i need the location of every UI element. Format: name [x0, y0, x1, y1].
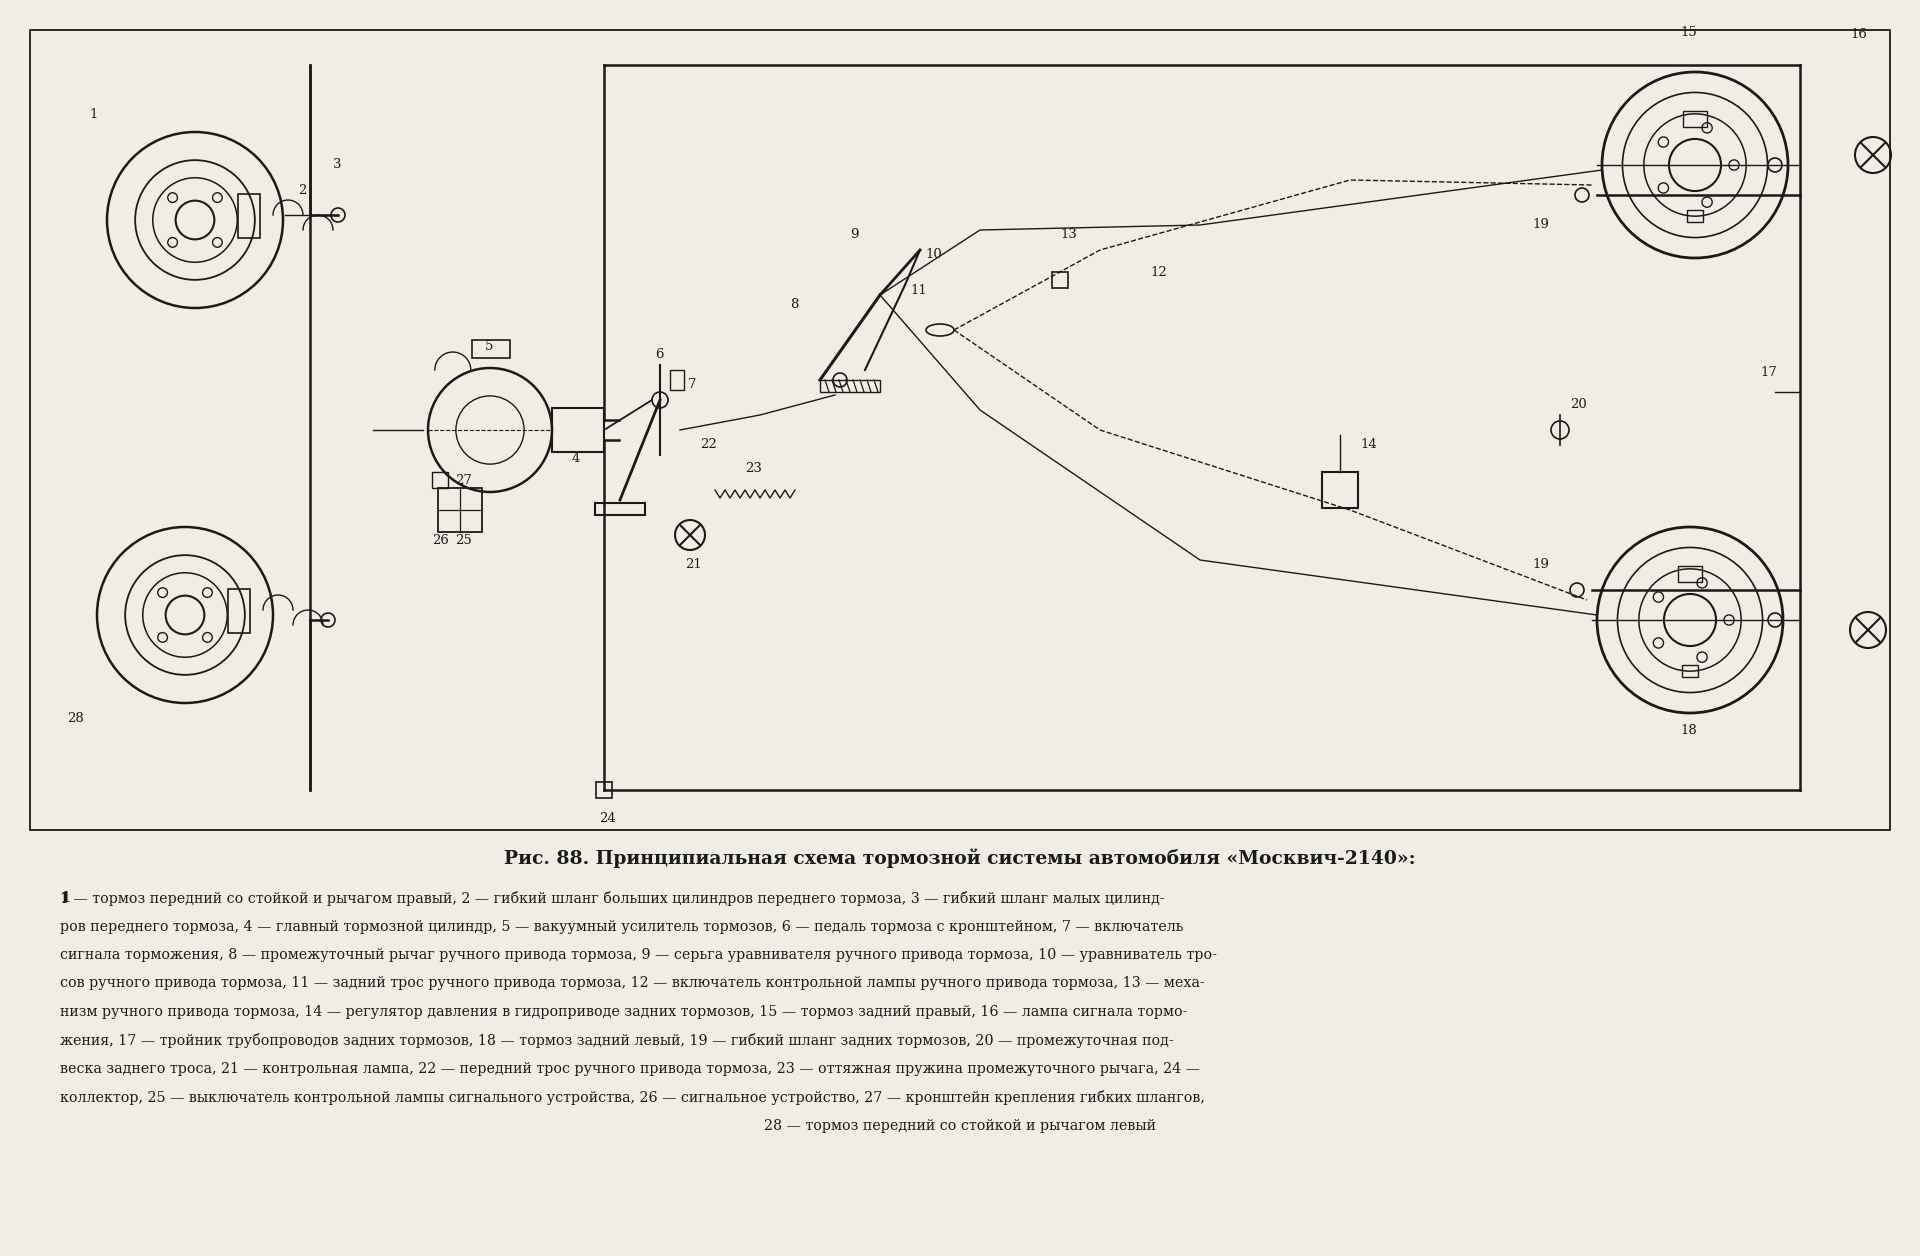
- Text: 14: 14: [1359, 438, 1377, 451]
- Text: 3: 3: [332, 158, 342, 172]
- Text: 16: 16: [1851, 28, 1866, 40]
- Text: 5: 5: [486, 339, 493, 353]
- Text: сигнала торможения, 8 — промежуточный рычаг ручного привода тормоза, 9 — серьга : сигнала торможения, 8 — промежуточный ры…: [60, 948, 1217, 962]
- Bar: [1682, 666, 1697, 677]
- Text: 7: 7: [687, 378, 697, 392]
- Bar: [595, 502, 645, 515]
- Bar: [31, 30, 1889, 830]
- Text: 20: 20: [1571, 398, 1586, 412]
- Text: 8: 8: [789, 299, 799, 311]
- Text: 26: 26: [432, 534, 449, 546]
- Bar: [438, 489, 482, 533]
- Text: 28 — тормоз передний со стойкой и рычагом левый: 28 — тормоз передний со стойкой и рычаго…: [764, 1119, 1156, 1133]
- Text: 12: 12: [1150, 265, 1167, 279]
- Text: 22: 22: [701, 438, 716, 451]
- Bar: [238, 193, 259, 237]
- Text: жения, 17 — тройник трубопроводов задних тормозов, 18 — тормоз задний левый, 19 : жения, 17 — тройник трубопроводов задних…: [60, 1032, 1173, 1048]
- Text: 15: 15: [1680, 25, 1697, 39]
- Text: коллектор, 25 — выключатель контрольной лампы сигнального устройства, 26 — сигна: коллектор, 25 — выключатель контрольной …: [60, 1090, 1206, 1105]
- Bar: [1684, 111, 1707, 127]
- Bar: [432, 472, 447, 489]
- Text: 10: 10: [925, 249, 941, 261]
- Bar: [595, 782, 612, 798]
- Bar: [820, 381, 879, 392]
- Bar: [553, 408, 605, 452]
- Text: Рис. 88. Принципиальная схема тормозной системы автомобиля «Москвич-2140»:: Рис. 88. Принципиальная схема тормозной …: [505, 848, 1415, 868]
- Text: сов ручного привода тормоза, 11 — задний трос ручного привода тормоза, 12 — вклю: сов ручного привода тормоза, 11 — задний…: [60, 976, 1204, 991]
- Text: 13: 13: [1060, 229, 1077, 241]
- Text: 11: 11: [910, 284, 927, 296]
- Text: 1: 1: [88, 108, 98, 121]
- Bar: [228, 589, 250, 633]
- Bar: [1688, 210, 1703, 222]
- Text: 27: 27: [455, 474, 472, 486]
- Text: 24: 24: [599, 811, 616, 824]
- Text: 21: 21: [685, 559, 701, 571]
- Text: 28: 28: [67, 711, 84, 725]
- Text: 19: 19: [1532, 219, 1549, 231]
- Text: 1 — тормоз передний со стойкой и рычагом правый, 2 — гибкий шланг больших цилинд: 1 — тормоз передний со стойкой и рычагом…: [60, 891, 1165, 906]
- Text: 6: 6: [655, 348, 664, 362]
- Text: 9: 9: [851, 229, 858, 241]
- Text: 2: 2: [298, 183, 307, 196]
- Text: 17: 17: [1761, 365, 1776, 378]
- Text: веска заднего троса, 21 — контрольная лампа, 22 — передний трос ручного привода : веска заднего троса, 21 — контрольная ла…: [60, 1063, 1200, 1076]
- Text: 18: 18: [1680, 725, 1697, 737]
- Bar: [1052, 273, 1068, 288]
- Bar: [1323, 472, 1357, 507]
- Bar: [670, 371, 684, 391]
- Text: низм ручного привода тормоза, 14 — регулятор давления в гидроприводе задних торм: низм ручного привода тормоза, 14 — регул…: [60, 1005, 1187, 1019]
- Bar: [472, 340, 511, 358]
- Text: 25: 25: [455, 534, 472, 546]
- Text: 19: 19: [1532, 559, 1549, 571]
- Text: 23: 23: [745, 461, 762, 475]
- Text: 4: 4: [572, 451, 580, 465]
- Text: ров переднего тормоза, 4 — главный тормозной цилиндр, 5 — вакуумный усилитель то: ров переднего тормоза, 4 — главный тормо…: [60, 919, 1183, 933]
- Bar: [1678, 565, 1701, 582]
- Text: 1: 1: [60, 891, 69, 906]
